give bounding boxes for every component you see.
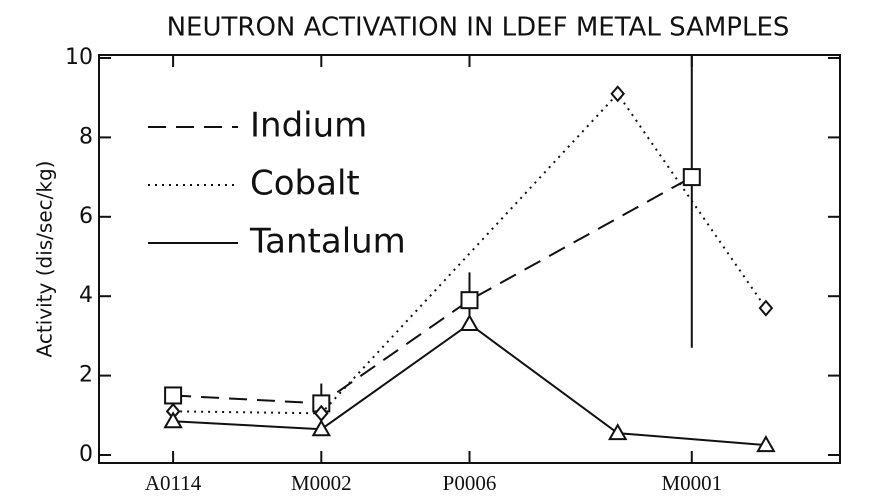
x-tick-label: M0001 bbox=[661, 471, 722, 495]
x-tick-label: M0002 bbox=[291, 471, 352, 495]
series-line bbox=[173, 92, 767, 415]
diamond-marker bbox=[610, 85, 626, 103]
triangle-marker bbox=[607, 423, 628, 441]
legend-label: Indium bbox=[250, 106, 367, 146]
triangle-marker bbox=[459, 313, 480, 331]
y-axis-label: Activity (dis/sec/kg) bbox=[33, 161, 57, 358]
y-tick-label: 10 bbox=[65, 45, 93, 70]
y-tick-label: 8 bbox=[79, 124, 93, 149]
y-tick-label: 6 bbox=[79, 204, 93, 229]
legend-label: Cobalt bbox=[250, 164, 360, 204]
triangle-marker bbox=[311, 419, 332, 437]
chart-title: NEUTRON ACTIVATION IN LDEF METAL SAMPLES bbox=[167, 13, 790, 43]
series-line bbox=[173, 322, 766, 447]
y-tick-label: 2 bbox=[79, 363, 93, 388]
x-tick-label: A0114 bbox=[145, 471, 202, 495]
square-marker bbox=[682, 168, 701, 187]
square-marker bbox=[460, 291, 479, 310]
plot-frame bbox=[98, 54, 841, 464]
y-tick-label: 4 bbox=[79, 283, 93, 308]
series-line bbox=[173, 176, 693, 405]
diamond-marker bbox=[758, 299, 774, 317]
square-marker bbox=[164, 386, 183, 405]
triangle-marker bbox=[756, 435, 776, 453]
plot-area bbox=[163, 55, 776, 453]
triangle-marker bbox=[163, 411, 183, 429]
legend-label: Tantalum bbox=[249, 222, 406, 262]
x-tick-label: P0006 bbox=[443, 471, 497, 495]
y-tick-label: 0 bbox=[79, 442, 93, 467]
